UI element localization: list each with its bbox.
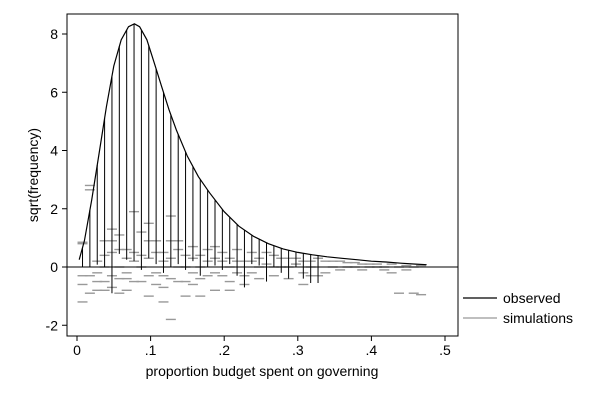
x-tick-label: .5 — [439, 342, 451, 358]
x-tick-label: .4 — [366, 342, 378, 358]
x-tick-label: .3 — [292, 342, 304, 358]
y-tick-label: 2 — [50, 201, 58, 217]
legend-observed-label: observed — [503, 290, 561, 306]
y-tick-label: -2 — [46, 317, 59, 333]
x-axis: 0 .1 .2 .3 .4 .5 — [73, 336, 451, 358]
x-axis-label: proportion budget spent on governing — [146, 363, 379, 379]
y-axis-label: sqrt(frequency) — [25, 128, 41, 222]
legend: observed simulations — [463, 290, 573, 326]
x-tick-label: 0 — [73, 342, 81, 358]
y-tick-label: 4 — [50, 143, 58, 159]
plot-frame — [66, 13, 459, 337]
y-tick-label: 8 — [50, 26, 58, 42]
y-tick-label: 0 — [50, 259, 58, 275]
x-tick-label: .2 — [218, 342, 230, 358]
observed-series — [78, 23, 427, 294]
y-tick-label: 6 — [50, 84, 58, 100]
x-tick-label: .1 — [145, 342, 157, 358]
legend-simulations-label: simulations — [503, 310, 573, 326]
observed-curve — [78, 23, 427, 266]
y-axis: -2 0 2 4 6 8 — [46, 26, 67, 333]
